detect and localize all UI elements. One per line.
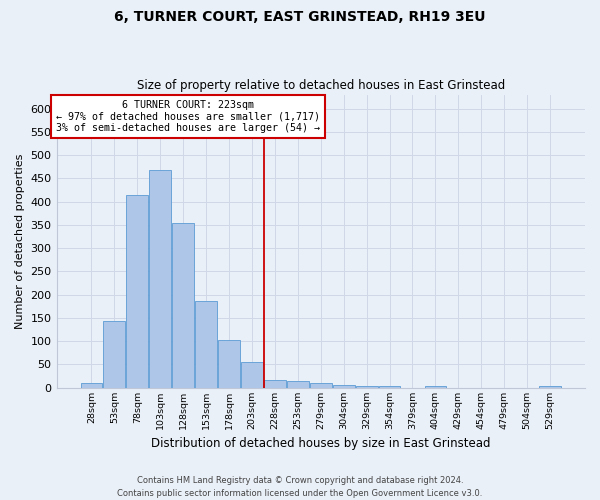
Text: 6 TURNER COURT: 223sqm
← 97% of detached houses are smaller (1,717)
3% of semi-d: 6 TURNER COURT: 223sqm ← 97% of detached… — [56, 100, 320, 134]
Bar — [425, 386, 446, 388]
Text: Contains HM Land Registry data © Crown copyright and database right 2024.
Contai: Contains HM Land Registry data © Crown c… — [118, 476, 482, 498]
X-axis label: Distribution of detached houses by size in East Grinstead: Distribution of detached houses by size … — [151, 437, 491, 450]
Bar — [127, 194, 148, 388]
Bar — [172, 224, 194, 388]
Bar — [287, 382, 309, 388]
Bar — [241, 362, 263, 388]
Bar — [103, 321, 125, 388]
Bar — [379, 386, 400, 388]
Bar — [356, 386, 377, 388]
Bar — [195, 302, 217, 388]
Y-axis label: Number of detached properties: Number of detached properties — [15, 154, 25, 328]
Bar — [333, 385, 355, 388]
Text: 6, TURNER COURT, EAST GRINSTEAD, RH19 3EU: 6, TURNER COURT, EAST GRINSTEAD, RH19 3E… — [114, 10, 486, 24]
Bar — [218, 340, 240, 388]
Title: Size of property relative to detached houses in East Grinstead: Size of property relative to detached ho… — [137, 79, 505, 92]
Bar — [539, 386, 561, 388]
Bar — [80, 384, 103, 388]
Bar — [149, 170, 171, 388]
Bar — [264, 380, 286, 388]
Bar — [310, 383, 332, 388]
